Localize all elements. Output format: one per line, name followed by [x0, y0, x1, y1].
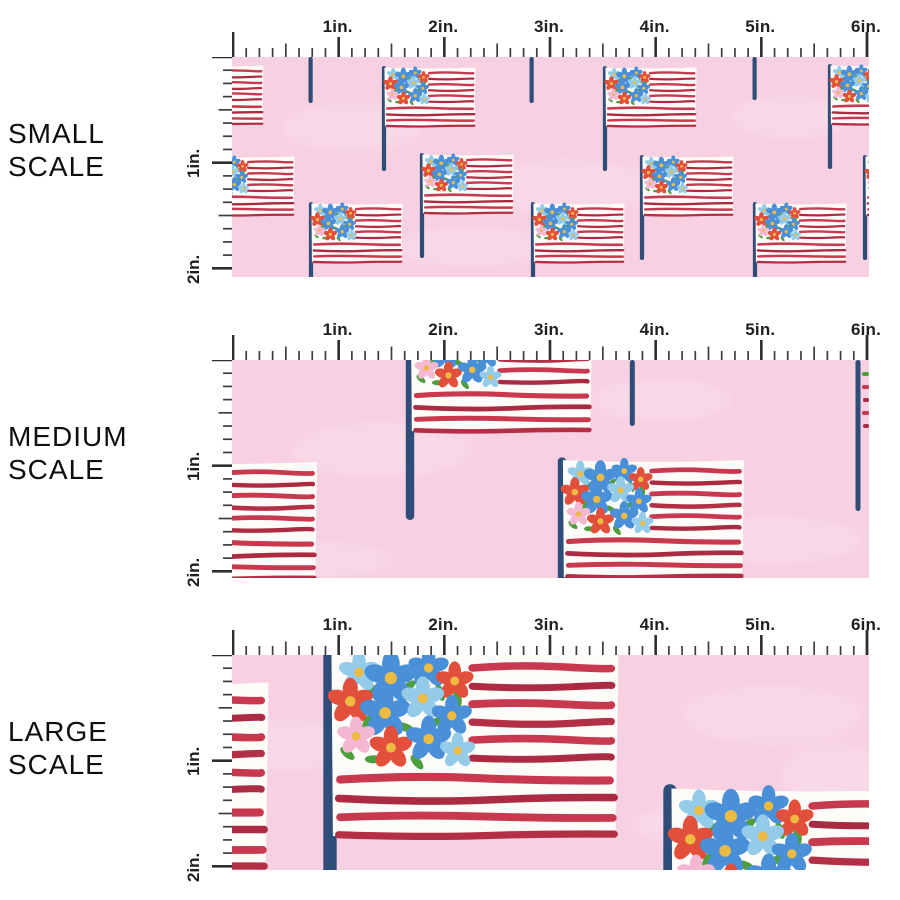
- ruler-inch-label-vertical: 1in.: [184, 746, 203, 776]
- ruler-inch-label-vertical: 2in.: [184, 254, 203, 284]
- ruler-inch-label: 6in.: [850, 615, 882, 634]
- ruler-inch-label: 3in.: [533, 17, 565, 36]
- fabric-swatch-large: [232, 655, 869, 870]
- horizontal-ruler: [232, 32, 869, 57]
- scale-label-line2: SCALE: [8, 749, 105, 780]
- fabric-swatch-medium: [232, 360, 869, 578]
- scale-label: LARGE SCALE: [8, 715, 108, 781]
- ruler-inch-label: 2in.: [428, 17, 459, 36]
- vertical-ruler: [212, 655, 232, 868]
- ruler-inch-label-vertical: 1in.: [184, 148, 203, 178]
- scale-label-line1: SMALL: [8, 118, 105, 149]
- scale-label-line1: LARGE: [8, 716, 108, 747]
- ruler-inch-label: 1in.: [322, 17, 353, 36]
- ruler-inch-label: 1in.: [322, 320, 353, 339]
- ruler-inch-label: 4in.: [639, 320, 670, 339]
- ruler-inch-label: 3in.: [533, 320, 565, 339]
- horizontal-ruler: [232, 335, 869, 360]
- panel-small-scale: SMALL SCALE 1in. 2in. 3in. 4in. 5in. 6in…: [0, 17, 900, 284]
- scale-label: MEDIUM SCALE: [8, 420, 128, 486]
- scale-label: SMALL SCALE: [8, 117, 105, 183]
- ruler-inch-label: 2in.: [428, 320, 459, 339]
- horizontal-ruler: [232, 630, 869, 655]
- scale-label-line1: MEDIUM: [8, 421, 128, 452]
- ruler-inch-label: 4in.: [639, 615, 670, 634]
- ruler-inch-label: 6in.: [850, 320, 882, 339]
- scale-label-line2: SCALE: [8, 151, 105, 182]
- ruler-inch-label-vertical: 1in.: [184, 451, 203, 481]
- ruler-inch-label-vertical: 2in.: [184, 557, 203, 587]
- panel-medium-scale: MEDIUM SCALE 1in. 2in. 3in. 4in. 5in. 6i…: [0, 320, 900, 587]
- ruler-inch-label: 3in.: [533, 615, 565, 634]
- vertical-ruler: [212, 360, 232, 573]
- ruler-inch-label: 5in.: [745, 615, 776, 634]
- ruler-inch-label: 4in.: [639, 17, 670, 36]
- scale-label-line2: SCALE: [8, 454, 105, 485]
- ruler-inch-label: 1in.: [322, 615, 353, 634]
- ruler-inch-label-vertical: 2in.: [184, 852, 203, 882]
- ruler-inch-label: 5in.: [745, 320, 776, 339]
- panel-large-scale: LARGE SCALE 1in. 2in. 3in. 4in. 5in. 6in…: [0, 615, 900, 882]
- vertical-ruler: [212, 57, 232, 270]
- ruler-inch-label: 2in.: [428, 615, 459, 634]
- ruler-inch-label: 6in.: [850, 17, 882, 36]
- fabric-swatch-small: [232, 57, 869, 277]
- fabric-texture: [282, 97, 852, 265]
- ruler-inch-label: 5in.: [745, 17, 776, 36]
